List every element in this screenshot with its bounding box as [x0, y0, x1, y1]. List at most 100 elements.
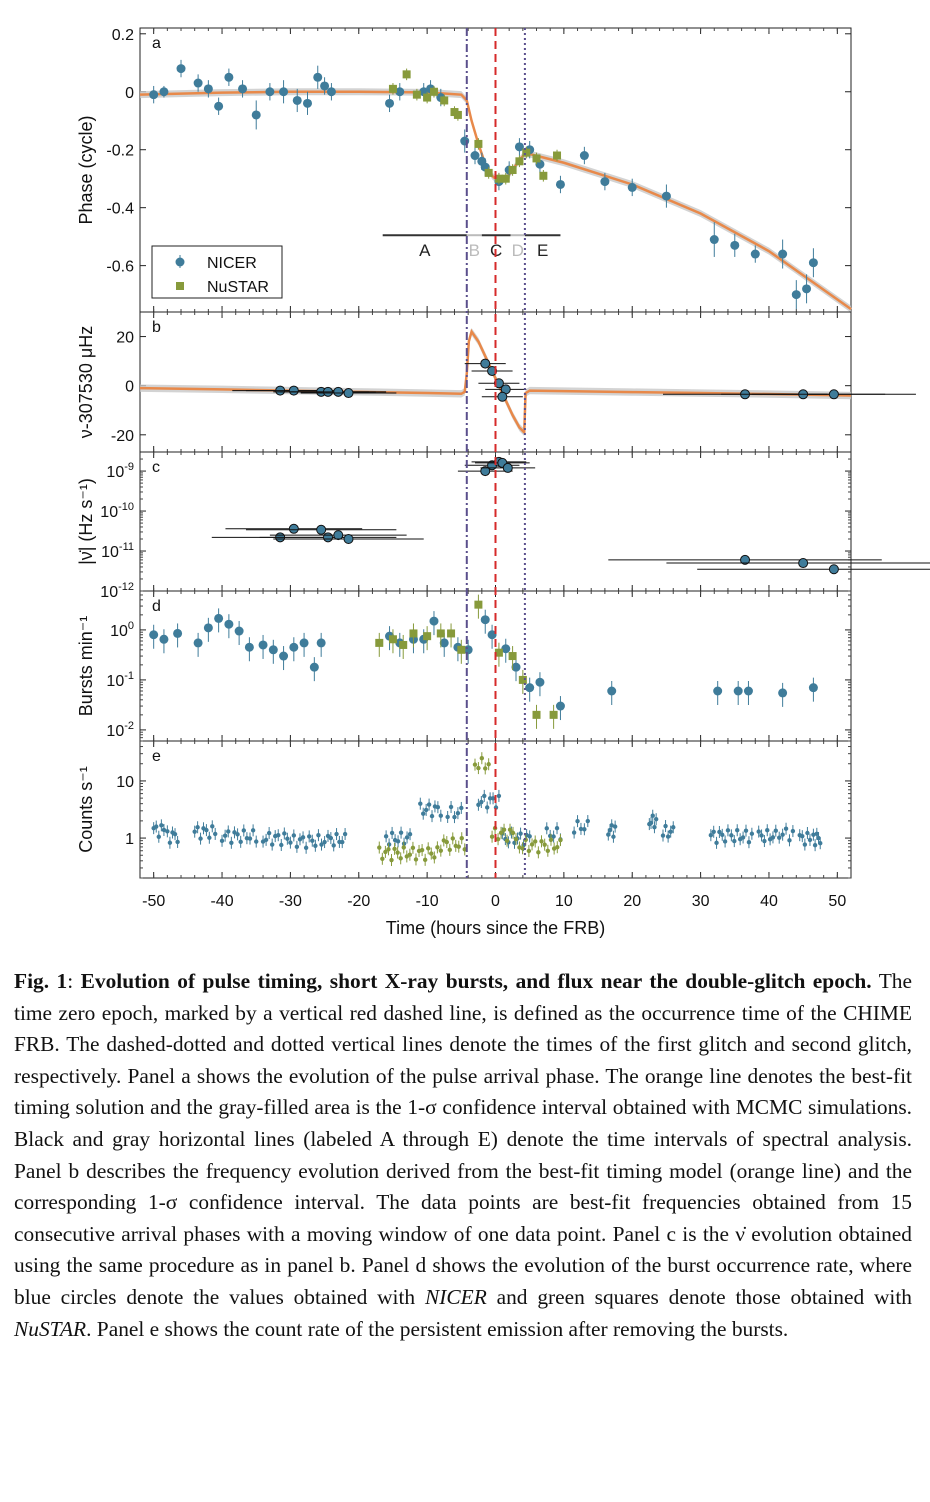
nicer-circle	[661, 191, 671, 201]
count-rate-point	[319, 842, 324, 847]
count-rate-point	[773, 828, 778, 833]
nustar-square	[399, 640, 408, 649]
nicer-circle	[535, 677, 545, 687]
nicer-circle	[193, 638, 203, 648]
nustar-square	[429, 87, 438, 96]
count-rate-point	[551, 834, 556, 839]
nicer-circle	[224, 619, 234, 629]
count-rate-point	[498, 830, 504, 836]
count-rate-point	[398, 856, 403, 861]
nustar-square	[494, 174, 503, 183]
nustar-square	[532, 710, 541, 719]
count-rate-point	[276, 833, 281, 838]
nicer-circle	[429, 616, 439, 626]
panel-b	[139, 311, 916, 453]
nicer-circle	[395, 87, 405, 97]
count-rate-point	[450, 836, 455, 841]
legend-box	[151, 245, 283, 299]
nicer-circle	[244, 642, 254, 652]
y-tick-label: -0.6	[106, 259, 134, 276]
count-rate-point	[328, 835, 334, 841]
count-rate-point	[554, 825, 560, 831]
count-rate-point	[401, 845, 406, 850]
count-rate-point	[548, 837, 554, 842]
count-rate-point	[380, 856, 385, 861]
legend-nicer-label: NICER	[207, 255, 257, 272]
nicer-circle	[709, 235, 719, 245]
nicer-circle	[309, 662, 319, 672]
count-rate-point	[413, 857, 419, 862]
nustar-square	[412, 90, 421, 99]
count-rate-point	[300, 835, 306, 840]
count-rate-point	[254, 839, 259, 844]
caption-fig-label: Fig. 1	[14, 969, 68, 993]
count-rate-point	[765, 828, 770, 833]
nustar-square	[436, 629, 445, 638]
count-rate-point	[444, 839, 449, 845]
nustar-square	[440, 96, 449, 105]
nustar-square	[515, 157, 524, 166]
count-rate-point	[435, 845, 440, 850]
count-rate-point	[279, 842, 284, 848]
count-rate-point	[729, 833, 734, 838]
panel-c	[139, 451, 930, 592]
count-rate-point	[571, 830, 577, 835]
count-rate-point	[429, 813, 435, 819]
count-rate-point	[342, 831, 348, 837]
caption-nicer: NICER	[424, 1284, 487, 1309]
count-rate-point	[660, 833, 666, 838]
count-rate-point	[410, 845, 416, 851]
count-rate-point	[582, 827, 587, 832]
count-rate-point	[663, 823, 668, 829]
count-rate-point	[780, 832, 785, 837]
count-rate-point	[204, 827, 209, 833]
count-rate-point	[175, 839, 180, 845]
caption-body-3: . Panel e shows the count rate of the pe…	[86, 1316, 789, 1341]
nicer-circle	[791, 290, 801, 300]
interval-label-E: E	[537, 241, 548, 260]
nicer-circle	[333, 530, 344, 541]
count-rate-point	[648, 820, 654, 826]
count-rate-point	[222, 833, 228, 838]
nicer-circle	[289, 642, 299, 652]
count-rate-point	[241, 828, 246, 833]
nicer-circle	[326, 87, 336, 97]
count-rate-point	[316, 832, 321, 838]
count-rate-point	[294, 844, 300, 850]
count-rate-point	[307, 834, 312, 839]
count-rate-point	[482, 793, 487, 799]
nustar-square	[423, 93, 432, 102]
count-rate-point	[219, 838, 225, 844]
count-rate-point	[192, 829, 197, 834]
legend-nustar-marker	[176, 282, 184, 290]
count-rate-point	[720, 832, 725, 838]
nicer-circle	[808, 258, 818, 268]
nicer-circle	[750, 249, 760, 259]
nicer-circle	[501, 644, 511, 654]
nicer-circle	[802, 284, 812, 294]
panel-label: e	[152, 748, 161, 765]
panel-label: a	[152, 35, 161, 52]
nustar-square	[457, 645, 466, 654]
count-rate-point	[818, 841, 823, 846]
y-tick-label: -20	[111, 428, 134, 445]
count-rate-point	[746, 840, 752, 845]
count-rate-point	[558, 837, 563, 843]
count-rate-point	[777, 835, 782, 840]
nicer-circle	[808, 683, 818, 693]
y-axis-label: |ν̇| (Hz s⁻¹)	[76, 478, 96, 565]
count-rate-point	[377, 845, 382, 850]
panel-d	[139, 590, 852, 742]
y-axis-label: Bursts min⁻¹	[76, 616, 96, 717]
caption-title: Evolution of pulse timing, short X-ray b…	[80, 969, 872, 993]
nicer-circle	[487, 630, 497, 640]
count-rate-point	[438, 848, 444, 853]
count-rate-point	[668, 829, 673, 834]
nicer-circle	[713, 686, 723, 696]
nicer-circle	[828, 389, 839, 400]
count-rate-point	[800, 833, 805, 839]
nustar-square	[518, 675, 527, 684]
count-rate-point	[313, 843, 318, 848]
y-tick-label: 1	[125, 831, 134, 848]
